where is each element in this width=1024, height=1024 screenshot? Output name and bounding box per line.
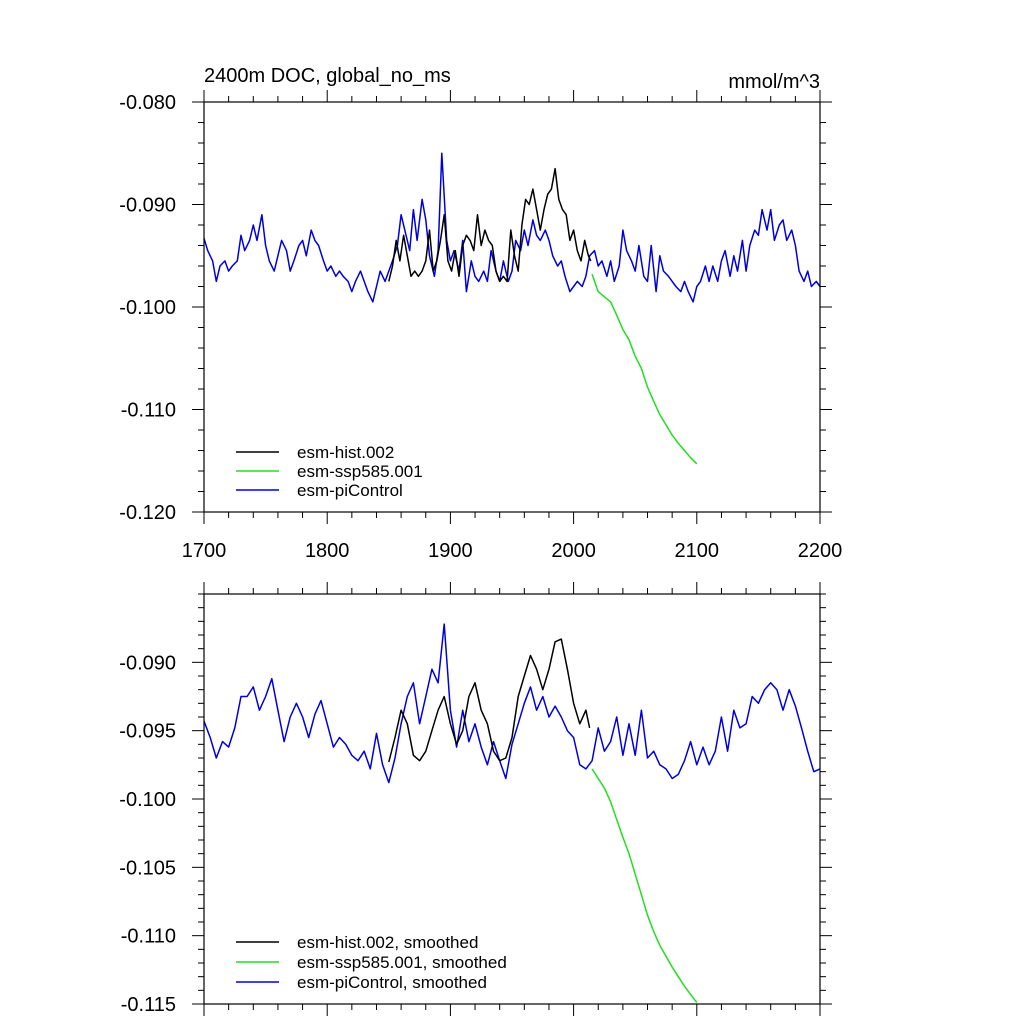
- x-tick-label: 2100: [675, 540, 720, 562]
- plot-frame: [203, 593, 821, 1005]
- y-tick-label: -0.120: [119, 502, 176, 524]
- y-tick-label: -0.105: [119, 857, 176, 879]
- panel-top: 2400m DOC, global_no_ms mmol/m^3 -0.080-…: [119, 65, 842, 562]
- x-tick-label: 1900: [428, 540, 473, 562]
- y-tick-label: -0.100: [119, 789, 176, 811]
- x-tick-label: 1800: [305, 540, 350, 562]
- panel-bottom: -0.090 -0.095 -0.100 -0.105 -0.110 -0.115 esm…: [119, 582, 832, 1016]
- x-tick-label: 1700: [182, 540, 227, 562]
- y-tick-label: -0.110: [121, 926, 176, 948]
- y-tick-label: -0.100: [119, 297, 176, 319]
- legend-label: esm-piControl, smoothed: [297, 973, 487, 992]
- y-tick-label: -0.110: [121, 400, 176, 422]
- series-line-esm-hist.002: [388, 167, 592, 283]
- y-tick-label: -0.090: [119, 652, 176, 674]
- x-tick-label: 2000: [551, 540, 596, 562]
- y-tick-labels: -0.090 -0.095 -0.100 -0.105 -0.110 -0.115: [119, 652, 176, 1016]
- series-line-esm-piControl: [204, 152, 820, 303]
- tick-marks: [192, 582, 832, 1016]
- series-lines: [204, 152, 820, 465]
- series-line-esm-piControl: [204, 623, 820, 784]
- legend-label: esm-hist.002, smoothed: [297, 933, 478, 952]
- y-tick-label: -0.090: [119, 195, 176, 217]
- series-lines: [204, 623, 820, 1004]
- legend-label: esm-ssp585.001, smoothed: [297, 953, 507, 972]
- y-tick-label: -0.080: [119, 92, 176, 114]
- plot-frame: [203, 101, 821, 513]
- x-tick-labels: 1700 1800 1900 2000 2100 2200: [182, 540, 843, 562]
- series-line-esm-ssp585.001: [591, 273, 698, 465]
- x-tick-label: 2200: [798, 540, 843, 562]
- y-tick-label: -0.115: [121, 994, 176, 1016]
- series-line-esm-ssp585.001: [591, 768, 698, 1004]
- series-line-esm-hist.002: [388, 638, 591, 763]
- chart-title: 2400m DOC, global_no_ms: [204, 65, 451, 87]
- tick-marks: [192, 90, 832, 524]
- y-tick-labels: -0.080 -0.090 -0.100 -0.110 -0.120: [119, 92, 176, 524]
- legend-label: esm-ssp585.001: [297, 462, 423, 481]
- units-label: mmol/m^3: [728, 71, 820, 93]
- legend-label: esm-piControl: [297, 481, 403, 500]
- y-tick-label: -0.095: [119, 721, 176, 743]
- legend-label: esm-hist.002: [297, 443, 394, 462]
